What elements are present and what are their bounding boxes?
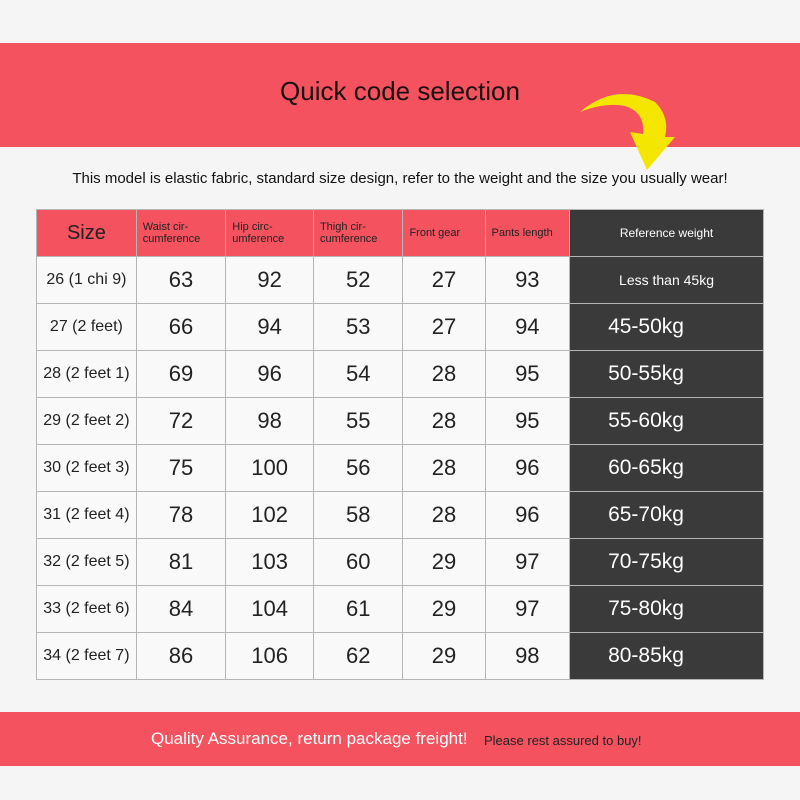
- table-cell: 28: [402, 350, 486, 398]
- table-row: 30 (2 feet 3) 75 100 56 28 96 60-65kg: [36, 444, 764, 492]
- table-cell: Less than 45kg: [569, 256, 764, 304]
- table-cell: 66: [135, 303, 227, 351]
- table-cell: 78: [135, 491, 227, 539]
- table-cell: 60-65kg: [569, 444, 764, 492]
- table-cell: 81: [135, 538, 227, 586]
- table-cell: 28: [402, 444, 486, 492]
- table-cell: 92: [225, 256, 314, 304]
- table-cell: 56: [312, 444, 404, 492]
- table-row: 34 (2 feet 7) 86 106 62 29 98 80-85kg: [36, 632, 764, 680]
- table-cell: 84: [135, 585, 227, 633]
- table-cell: 102: [225, 491, 314, 539]
- table-cell: 29 (2 feet 2): [36, 397, 137, 445]
- table-cell: 97: [484, 538, 571, 586]
- table-cell: 29: [402, 585, 486, 633]
- table-cell: 33 (2 feet 6): [36, 585, 137, 633]
- table-cell: 27: [402, 303, 486, 351]
- table-cell: 58: [312, 491, 404, 539]
- table-cell: 65-70kg: [569, 491, 764, 539]
- table-row: 31 (2 feet 4) 78 102 58 28 96 65-70kg: [36, 491, 764, 539]
- table-cell: 28: [402, 397, 486, 445]
- size-note: This model is elastic fabric, standard s…: [72, 170, 728, 187]
- table-cell: 63: [135, 256, 227, 304]
- table-cell: 94: [225, 303, 314, 351]
- table-row: 32 (2 feet 5) 81 103 60 29 97 70-75kg: [36, 538, 764, 586]
- header-band: [0, 43, 800, 147]
- page-title: Quick code selection: [280, 76, 520, 106]
- table-cell: 98: [484, 632, 571, 680]
- column-header: Hip circ-umference: [225, 209, 314, 257]
- table-cell: 94: [484, 303, 571, 351]
- table-cell: 62: [312, 632, 404, 680]
- table-cell: 53: [312, 303, 404, 351]
- size-table: Size Waist cir-cumference Hip circ-umferen…: [36, 209, 764, 680]
- table-cell: 31 (2 feet 4): [36, 491, 137, 539]
- table-cell: 29: [402, 632, 486, 680]
- table-cell: 55-60kg: [569, 397, 764, 445]
- table-cell: 95: [484, 397, 571, 445]
- table-cell: 32 (2 feet 5): [36, 538, 137, 586]
- table-cell: 30 (2 feet 3): [36, 444, 137, 492]
- table-cell: 96: [484, 491, 571, 539]
- table-cell: 50-55kg: [569, 350, 764, 398]
- table-cell: 27 (2 feet): [36, 303, 137, 351]
- table-cell: 45-50kg: [569, 303, 764, 351]
- table-cell: 27: [402, 256, 486, 304]
- table-cell: 80-85kg: [569, 632, 764, 680]
- table-row: 33 (2 feet 6) 84 104 61 29 97 75-80kg: [36, 585, 764, 633]
- table-cell: 26 (1 chi 9): [36, 256, 137, 304]
- table-cell: 70-75kg: [569, 538, 764, 586]
- table-cell: 55: [312, 397, 404, 445]
- column-header: Waist cir-cumference: [135, 209, 227, 257]
- table-row: 28 (2 feet 1) 69 96 54 28 95 50-55kg: [36, 350, 764, 398]
- table-cell: 103: [225, 538, 314, 586]
- column-header: Pants length: [484, 209, 571, 257]
- table-cell: 28 (2 feet 1): [36, 350, 137, 398]
- column-header: Reference weight: [569, 209, 764, 257]
- table-cell: 29: [402, 538, 486, 586]
- footer-band: [0, 712, 800, 766]
- table-cell: 54: [312, 350, 404, 398]
- assure-text: Please rest assured to buy!: [484, 733, 642, 748]
- quality-text: Quality Assurance, return package freigh…: [151, 729, 468, 748]
- table-cell: 98: [225, 397, 314, 445]
- table-row: 26 (1 chi 9) 63 92 52 27 93 Less than 45kg: [36, 256, 764, 304]
- column-header: Thigh cir-cumference: [312, 209, 404, 257]
- column-header: Size: [36, 209, 137, 257]
- table-cell: 86: [135, 632, 227, 680]
- column-header: Front gear: [402, 209, 486, 257]
- table-cell: 75: [135, 444, 227, 492]
- table-cell: 106: [225, 632, 314, 680]
- table-row: 29 (2 feet 2) 72 98 55 28 95 55-60kg: [36, 397, 764, 445]
- table-cell: 61: [312, 585, 404, 633]
- table-row: 27 (2 feet) 66 94 53 27 94 45-50kg: [36, 303, 764, 351]
- table-cell: 96: [484, 444, 571, 492]
- table-cell: 104: [225, 585, 314, 633]
- table-cell: 28: [402, 491, 486, 539]
- table-cell: 96: [225, 350, 314, 398]
- table-cell: 34 (2 feet 7): [36, 632, 137, 680]
- table-cell: 72: [135, 397, 227, 445]
- curved-arrow-icon: [580, 94, 675, 170]
- table-cell: 52: [312, 256, 404, 304]
- table-cell: 60: [312, 538, 404, 586]
- table-cell: 100: [225, 444, 314, 492]
- table-cell: 97: [484, 585, 571, 633]
- table-cell: 95: [484, 350, 571, 398]
- table-cell: 75-80kg: [569, 585, 764, 633]
- table-cell: 69: [135, 350, 227, 398]
- table-header-row: Size Waist cir-cumference Hip circ-umferen…: [36, 209, 764, 257]
- table-cell: 93: [484, 256, 571, 304]
